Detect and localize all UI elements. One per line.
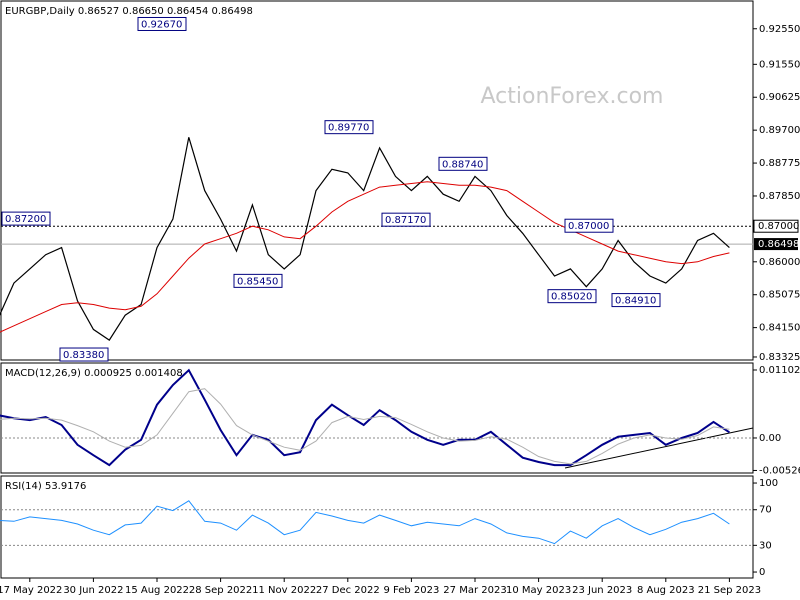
annotation-label: 0.84910 [615, 296, 656, 307]
x-tick-label: 30 Jun 2022 [63, 585, 123, 596]
annotation-label: 0.85020 [551, 292, 592, 303]
x-tick-label: 27 Mar 2023 [443, 585, 506, 596]
x-tick-label: 17 May 2022 [0, 585, 62, 596]
annotation-label: 0.87200 [5, 214, 46, 225]
y-tick-label: -0.005267 [759, 465, 800, 476]
y-tick-label: 0.91550 [759, 59, 800, 70]
panel-title: MACD(12,26,9) 0.000925 0.001408 [5, 368, 183, 379]
x-tick-label: 23 Jun 2023 [572, 585, 632, 596]
annotation-box [381, 212, 431, 227]
watermark: ActionForex.com [481, 84, 664, 109]
annotation-box [233, 273, 283, 288]
x-tick-label: 8 Aug 2023 [637, 585, 695, 596]
series-line [0, 137, 730, 341]
panel-title: RSI(14) 53.9176 [5, 481, 86, 492]
y-tick-label: 0.85075 [759, 290, 800, 301]
annotation-box [438, 156, 488, 171]
annotation-label: 0.85450 [237, 276, 278, 287]
y-tick-label: 100 [759, 478, 778, 489]
annotation-box [324, 120, 374, 135]
series-line [0, 368, 730, 467]
y-tick-label: 0.86000 [759, 257, 800, 268]
y-tick-label: 70 [759, 505, 772, 516]
y-tick-label: 0.90625 [759, 92, 800, 103]
annotation-box [137, 16, 187, 31]
y-tick-label: 0 [759, 567, 765, 578]
annotation-label: 0.88740 [442, 159, 483, 170]
current-price-box [754, 238, 798, 251]
x-tick-label: 21 Sep 2023 [698, 585, 761, 596]
y-tick-label: 0.83325 [759, 352, 800, 363]
x-tick-label: 15 Aug 2022 [125, 585, 189, 596]
annotation-label: 0.89770 [328, 123, 369, 134]
y-tick-label: 0.011027 [759, 365, 800, 376]
price-panel [0, 0, 754, 361]
y-tick-label: 0.87850 [759, 191, 800, 202]
current-price-label: 0.86498 [758, 239, 799, 250]
annotation-label: 0.87000 [568, 221, 609, 232]
x-tick-label: 28 Sep 2022 [189, 585, 252, 596]
y-tick-label: 30 [759, 540, 772, 551]
annotation-box [59, 347, 109, 362]
panel-title: EURGBP,Daily 0.86527 0.86650 0.86454 0.8… [5, 6, 253, 17]
annotation-box [564, 218, 614, 233]
x-tick-label: 11 Nov 2022 [252, 585, 316, 596]
annotation-label: 0.87170 [385, 215, 426, 226]
annotation-label: 0.83380 [63, 350, 104, 361]
level-label: 0.87000 [758, 221, 799, 232]
annotation-label: 0.92670 [141, 19, 182, 30]
x-tick-label: 10 May 2023 [506, 585, 571, 596]
series-line [0, 181, 730, 333]
y-tick-label: 0.00 [759, 433, 781, 444]
y-tick-label: 0.92550 [759, 24, 800, 35]
level-box [753, 219, 799, 233]
series-line [0, 388, 730, 465]
series-line [0, 500, 730, 545]
rsi-panel [0, 475, 754, 579]
annotation-box [611, 293, 661, 308]
x-tick-label: 27 Dec 2022 [316, 585, 380, 596]
y-tick-label: 0.84150 [759, 323, 800, 334]
x-tick-label: 9 Feb 2023 [383, 585, 439, 596]
macd-panel [0, 362, 754, 474]
annotation-box [547, 289, 597, 304]
annotation-box [1, 211, 51, 226]
trend-line [564, 427, 754, 469]
y-tick-label: 0.89700 [759, 125, 800, 136]
y-tick-label: 0.88775 [759, 158, 800, 169]
